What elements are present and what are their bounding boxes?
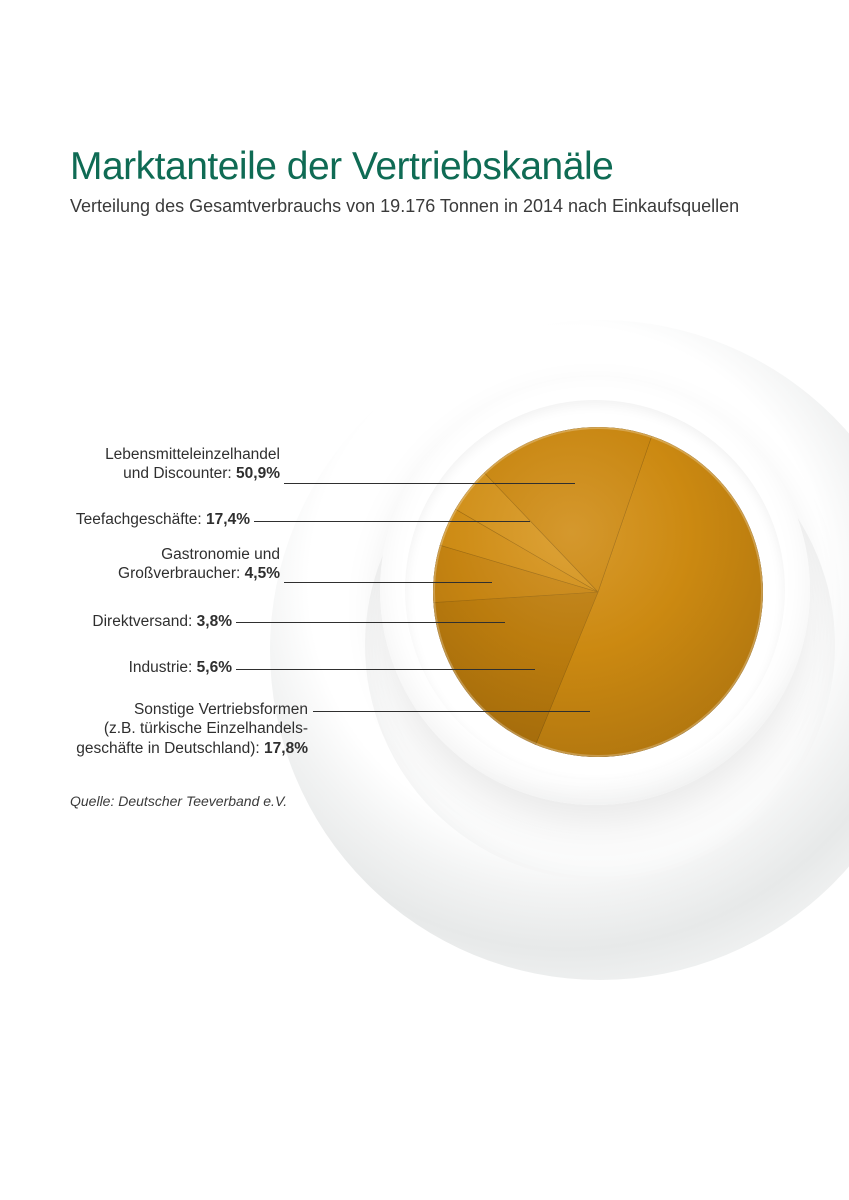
label-text: Großverbraucher: xyxy=(118,565,245,582)
page-title: Marktanteile der Vertriebskanäle xyxy=(70,145,613,189)
label-gastro: Gastronomie undGroßverbraucher: 4,5% xyxy=(0,545,280,584)
label-line: Industrie: 5,6% xyxy=(0,658,232,677)
label-value: 4,5% xyxy=(245,565,280,582)
label-text: und Discounter: xyxy=(123,465,236,482)
label-line: Gastronomie und xyxy=(0,545,280,564)
label-line: Sonstige Vertriebsformen xyxy=(8,700,308,719)
leader-direkt xyxy=(236,622,505,623)
label-value: 17,8% xyxy=(264,740,308,757)
page-subtitle: Verteilung des Gesamtverbrauchs von 19.1… xyxy=(70,196,739,217)
label-line: Lebensmitteleinzelhandel xyxy=(0,445,280,464)
label-direkt: Direktversand: 3,8% xyxy=(0,612,232,631)
label-line: Teefachgeschäfte: 17,4% xyxy=(0,510,250,529)
label-leh: Lebensmitteleinzelhandelund Discounter: … xyxy=(0,445,280,484)
label-text: Teefachgeschäfte: xyxy=(76,511,206,528)
leader-sonstige xyxy=(313,711,590,712)
leader-leh xyxy=(284,483,575,484)
leader-industrie xyxy=(236,669,535,670)
label-line: Direktversand: 3,8% xyxy=(0,612,232,631)
leader-teefach xyxy=(254,521,530,522)
label-text: Direktversand: xyxy=(92,613,196,630)
label-teefach: Teefachgeschäfte: 17,4% xyxy=(0,510,250,529)
label-value: 50,9% xyxy=(236,465,280,482)
label-text: Industrie: xyxy=(129,659,197,676)
label-text: geschäfte in Deutschland): xyxy=(76,740,264,757)
label-industrie: Industrie: 5,6% xyxy=(0,658,232,677)
label-value: 5,6% xyxy=(197,659,232,676)
label-sonstige: Sonstige Vertriebsformen(z.B. türkische … xyxy=(8,700,308,758)
tea-pie-chart xyxy=(433,427,763,757)
label-value: 3,8% xyxy=(197,613,232,630)
label-line: und Discounter: 50,9% xyxy=(0,464,280,483)
label-line: geschäfte in Deutschland): 17,8% xyxy=(8,739,308,758)
pie-svg xyxy=(433,427,763,757)
source-text: Quelle: Deutscher Teeverband e.V. xyxy=(70,793,287,809)
page: Marktanteile der Vertriebskanäle Verteil… xyxy=(0,0,849,1200)
leader-gastro xyxy=(284,582,492,583)
label-line: Großverbraucher: 4,5% xyxy=(0,564,280,583)
label-line: (z.B. türkische Einzelhandels- xyxy=(8,719,308,738)
label-value: 17,4% xyxy=(206,511,250,528)
